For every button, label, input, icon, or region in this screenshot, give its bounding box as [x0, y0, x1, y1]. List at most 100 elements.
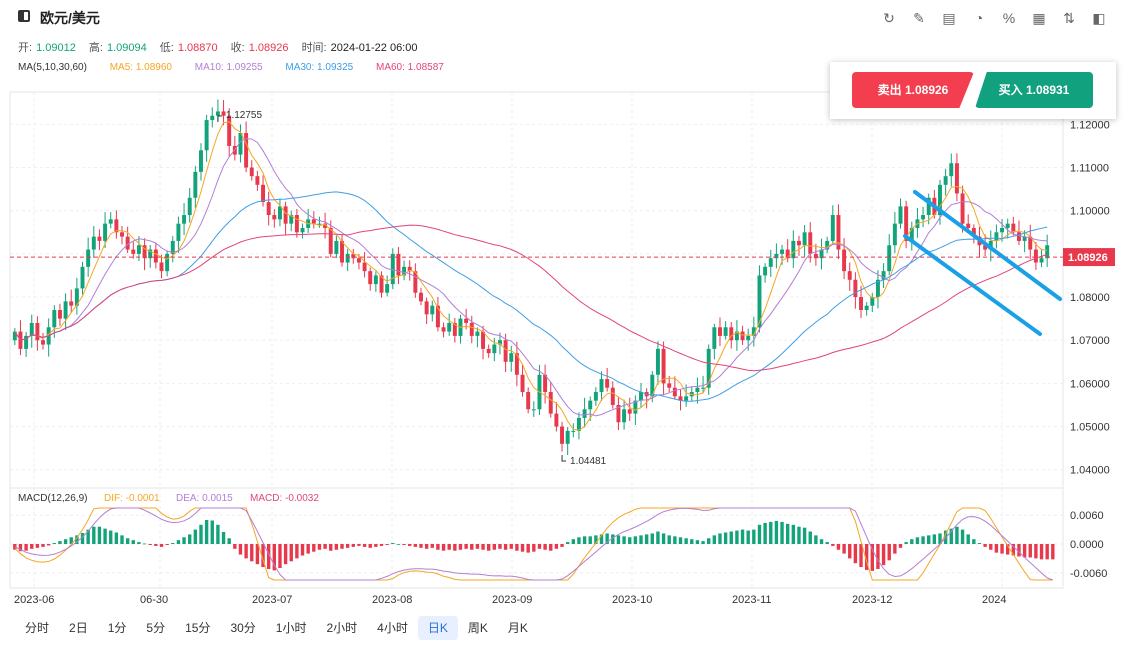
- macd-bar: [898, 544, 903, 548]
- candle-body: [847, 271, 852, 280]
- candles: [12, 99, 1050, 455]
- macd-bar: [949, 528, 953, 544]
- candle-body: [763, 266, 768, 276]
- macd-bar: [300, 544, 305, 556]
- macd-bar: [18, 544, 23, 552]
- candle-body: [503, 340, 508, 362]
- macd-bar: [1045, 544, 1049, 560]
- low-marker: [561, 455, 567, 462]
- macd-bar: [831, 544, 835, 546]
- candle-body: [74, 288, 79, 306]
- period-tab-11[interactable]: 月K: [507, 621, 528, 635]
- macd-bar: [1022, 544, 1027, 558]
- macd-bar: [774, 520, 779, 544]
- pie-icon[interactable]: ◔: [974, 10, 984, 26]
- drawing-icon[interactable]: ✎: [913, 10, 925, 26]
- candle-body: [588, 400, 593, 410]
- candle-body: [12, 331, 17, 341]
- candle-body: [373, 275, 378, 285]
- macd-bar: [441, 544, 446, 551]
- candle-body: [971, 227, 976, 237]
- layout-icon[interactable]: ▦: [1032, 10, 1046, 26]
- candle-body: [368, 271, 373, 285]
- macd-bar: [419, 544, 423, 548]
- macd-bar: [329, 544, 333, 551]
- time-axis-label: 2023-08: [372, 594, 412, 606]
- macd-bar: [661, 533, 666, 544]
- period-tab-8[interactable]: 4小时: [377, 621, 408, 635]
- macd-bar: [188, 534, 192, 544]
- dea-line: [14, 507, 1053, 581]
- macd-bar: [881, 544, 886, 566]
- ma10-line: [14, 138, 1048, 417]
- macd-bar: [893, 544, 897, 554]
- candle-body: [610, 387, 615, 405]
- candle-body: [836, 215, 841, 250]
- period-tab-4[interactable]: 15分: [185, 621, 211, 635]
- current-price-label: 1.08926: [1068, 252, 1108, 264]
- period-tab-9[interactable]: 日K: [417, 616, 458, 640]
- period-tab-2[interactable]: 1分: [107, 621, 127, 635]
- macd-bar: [244, 544, 248, 559]
- refresh-icon[interactable]: ↻: [883, 10, 895, 26]
- time-axis-label: 2023-10: [612, 594, 652, 606]
- period-tab-10[interactable]: 周K: [467, 621, 488, 635]
- macd-bar: [740, 529, 745, 544]
- low-annotation: 1.04481: [570, 456, 607, 467]
- period-tab-5[interactable]: 30分: [230, 621, 256, 635]
- low-label: 低:: [159, 42, 174, 54]
- macd-bar: [453, 544, 457, 551]
- period-tab-3[interactable]: 5分: [146, 621, 166, 635]
- macd-bar: [458, 544, 463, 550]
- candle-body: [277, 206, 282, 220]
- macd-bar: [690, 539, 694, 544]
- macd-bar: [334, 544, 339, 550]
- candle-body: [712, 327, 717, 349]
- ma-legend: MA(5,10,30,60) MA5: 1.08960 MA10: 1.0925…: [18, 62, 464, 73]
- panel-icon[interactable]: ◧: [1092, 10, 1106, 26]
- candle-body: [227, 115, 232, 146]
- compare-icon[interactable]: ⇅: [1063, 10, 1075, 26]
- macd-histogram: [13, 520, 1055, 571]
- candle-body: [751, 327, 756, 336]
- macd-bar: [63, 539, 68, 544]
- macd-bar: [966, 534, 970, 544]
- buy-button[interactable]: 买入 1.08931: [975, 72, 1093, 108]
- candle-body: [988, 240, 993, 250]
- candle-body: [193, 171, 198, 198]
- candle-body: [571, 430, 576, 432]
- candle-body: [340, 240, 344, 263]
- candle-body: [187, 197, 192, 216]
- percent-icon[interactable]: %: [1002, 10, 1016, 26]
- open-value: 1.09012: [36, 42, 76, 54]
- period-tab-0[interactable]: 分时: [25, 621, 50, 635]
- candle-body: [379, 275, 384, 293]
- price-tick-label: 1.08000: [1070, 292, 1110, 304]
- period-tab-6[interactable]: 1小时: [275, 621, 307, 635]
- candle-body: [266, 202, 271, 216]
- candle-body: [655, 348, 660, 375]
- macd-bar: [345, 544, 350, 548]
- panel-toggle-icon[interactable]: [18, 10, 30, 22]
- sell-button[interactable]: 卖出 1.08926: [852, 72, 974, 108]
- macd-bar: [560, 544, 564, 547]
- macd-bar: [30, 544, 34, 549]
- time-axis-label: 2023-12: [852, 594, 892, 606]
- candle-body: [452, 322, 457, 336]
- macd-bar: [802, 527, 807, 544]
- candle-body: [729, 327, 734, 341]
- macd-tick-label: -0.0060: [1070, 568, 1107, 580]
- macd-bar: [808, 531, 812, 544]
- macd-bar: [52, 543, 57, 544]
- chart-style-icon[interactable]: ▤: [942, 10, 956, 26]
- macd-bar: [904, 542, 908, 544]
- high-annotation: 1.12755: [226, 110, 263, 121]
- macd-bar: [611, 534, 615, 544]
- candle-body: [943, 176, 948, 185]
- period-tab-1[interactable]: 2日: [69, 621, 88, 635]
- period-tab-7[interactable]: 2小时: [326, 621, 358, 635]
- macd-bar: [656, 531, 660, 544]
- macd-bar: [960, 529, 965, 544]
- symbol-title: 欧元/美元: [40, 10, 100, 26]
